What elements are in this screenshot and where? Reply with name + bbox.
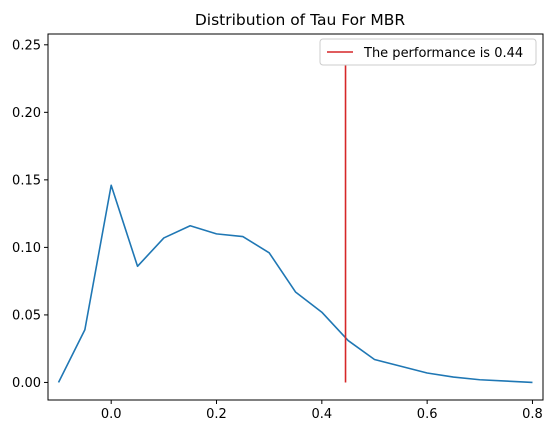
series-line <box>57 184 533 384</box>
x-tick-label: 0.8 <box>522 407 543 422</box>
y-tick-label: 0.25 <box>12 38 41 53</box>
x-tick-label: 0.4 <box>311 407 332 422</box>
legend-label: The performance is 0.44 <box>363 46 523 61</box>
axes-frame <box>47 33 544 401</box>
y-tick-label: 0.20 <box>12 106 41 121</box>
legend: The performance is 0.44 <box>319 38 537 66</box>
y-tick-label: 0.00 <box>12 376 41 391</box>
x-tick-label: 0.0 <box>101 407 122 422</box>
x-tick-label: 0.6 <box>417 407 438 422</box>
chart-title: Distribution of Tau For MBR <box>195 11 406 29</box>
legend-box <box>319 38 537 66</box>
x-tick-label: 0.2 <box>206 407 227 422</box>
y-tick-label: 0.05 <box>12 308 41 323</box>
plot-area: 0.0 0.2 0.4 0.6 0.8 0.00 0.05 0.10 0.15 0.20 0.25 <box>12 38 543 422</box>
y-tick-label: 0.10 <box>12 241 41 256</box>
y-tick-label: 0.15 <box>12 173 41 188</box>
